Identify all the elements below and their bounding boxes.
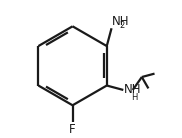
Text: F: F bbox=[69, 123, 76, 136]
Text: NH: NH bbox=[112, 15, 130, 28]
Text: 2: 2 bbox=[119, 21, 124, 30]
Text: H: H bbox=[131, 93, 137, 102]
Text: NH: NH bbox=[124, 83, 141, 96]
